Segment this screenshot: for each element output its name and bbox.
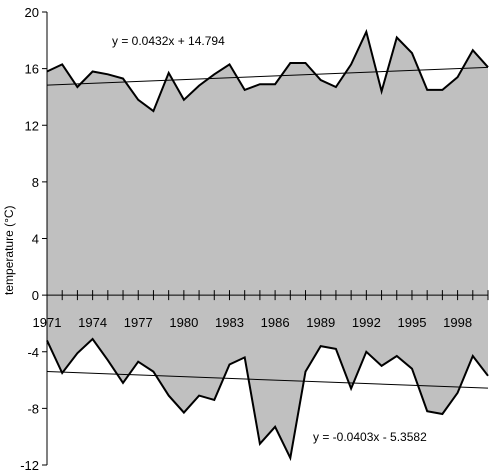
x-tick-label-9: 1998 <box>443 315 472 330</box>
area-layer <box>46 28 489 462</box>
series-0-equation: y = 0.0432x + 14.794 <box>112 34 225 48</box>
series-1-line <box>46 337 489 462</box>
axes-layer <box>42 11 489 466</box>
y-tick-label-8: -12 <box>20 458 39 473</box>
y-tick-label-4: 4 <box>32 232 39 247</box>
labels-layer: 20 16 12 8 4 0 -4 -8 -12 1971 1974 1977 1980 1983 1986… <box>2 5 472 473</box>
x-tick-label-4: 1983 <box>215 315 244 330</box>
y-tick-label-5: 0 <box>32 288 39 303</box>
series-0-trendline <box>46 66 489 86</box>
x-tick-label-1: 1974 <box>78 315 107 330</box>
x-tick-label-2: 1977 <box>124 315 153 330</box>
x-tick-label-7: 1992 <box>352 315 381 330</box>
series-1-equation: y = -0.0403x - 5.3582 <box>313 430 427 444</box>
y-tick-label-2: 12 <box>25 118 39 133</box>
series-1-area <box>47 295 488 458</box>
x-tick-label-5: 1986 <box>261 315 290 330</box>
x-tick-label-3: 1980 <box>169 315 198 330</box>
series-0-area <box>47 31 488 296</box>
series-1-trendline <box>46 371 489 389</box>
x-tick-label-8: 1995 <box>398 315 427 330</box>
y-tick-label-1: 16 <box>25 62 39 77</box>
y-tick-label-7: -8 <box>27 401 39 416</box>
y-tick-label-6: -4 <box>27 345 39 360</box>
x-tick-label-6: 1989 <box>306 315 335 330</box>
y-tick-label-0: 20 <box>25 5 39 20</box>
x-tick-label-0: 1971 <box>33 315 62 330</box>
y-tick-label-3: 8 <box>32 175 39 190</box>
series-0-line <box>46 28 489 113</box>
trendline-layer <box>46 66 489 389</box>
y-axis-title: temperature (°C) <box>2 205 16 295</box>
